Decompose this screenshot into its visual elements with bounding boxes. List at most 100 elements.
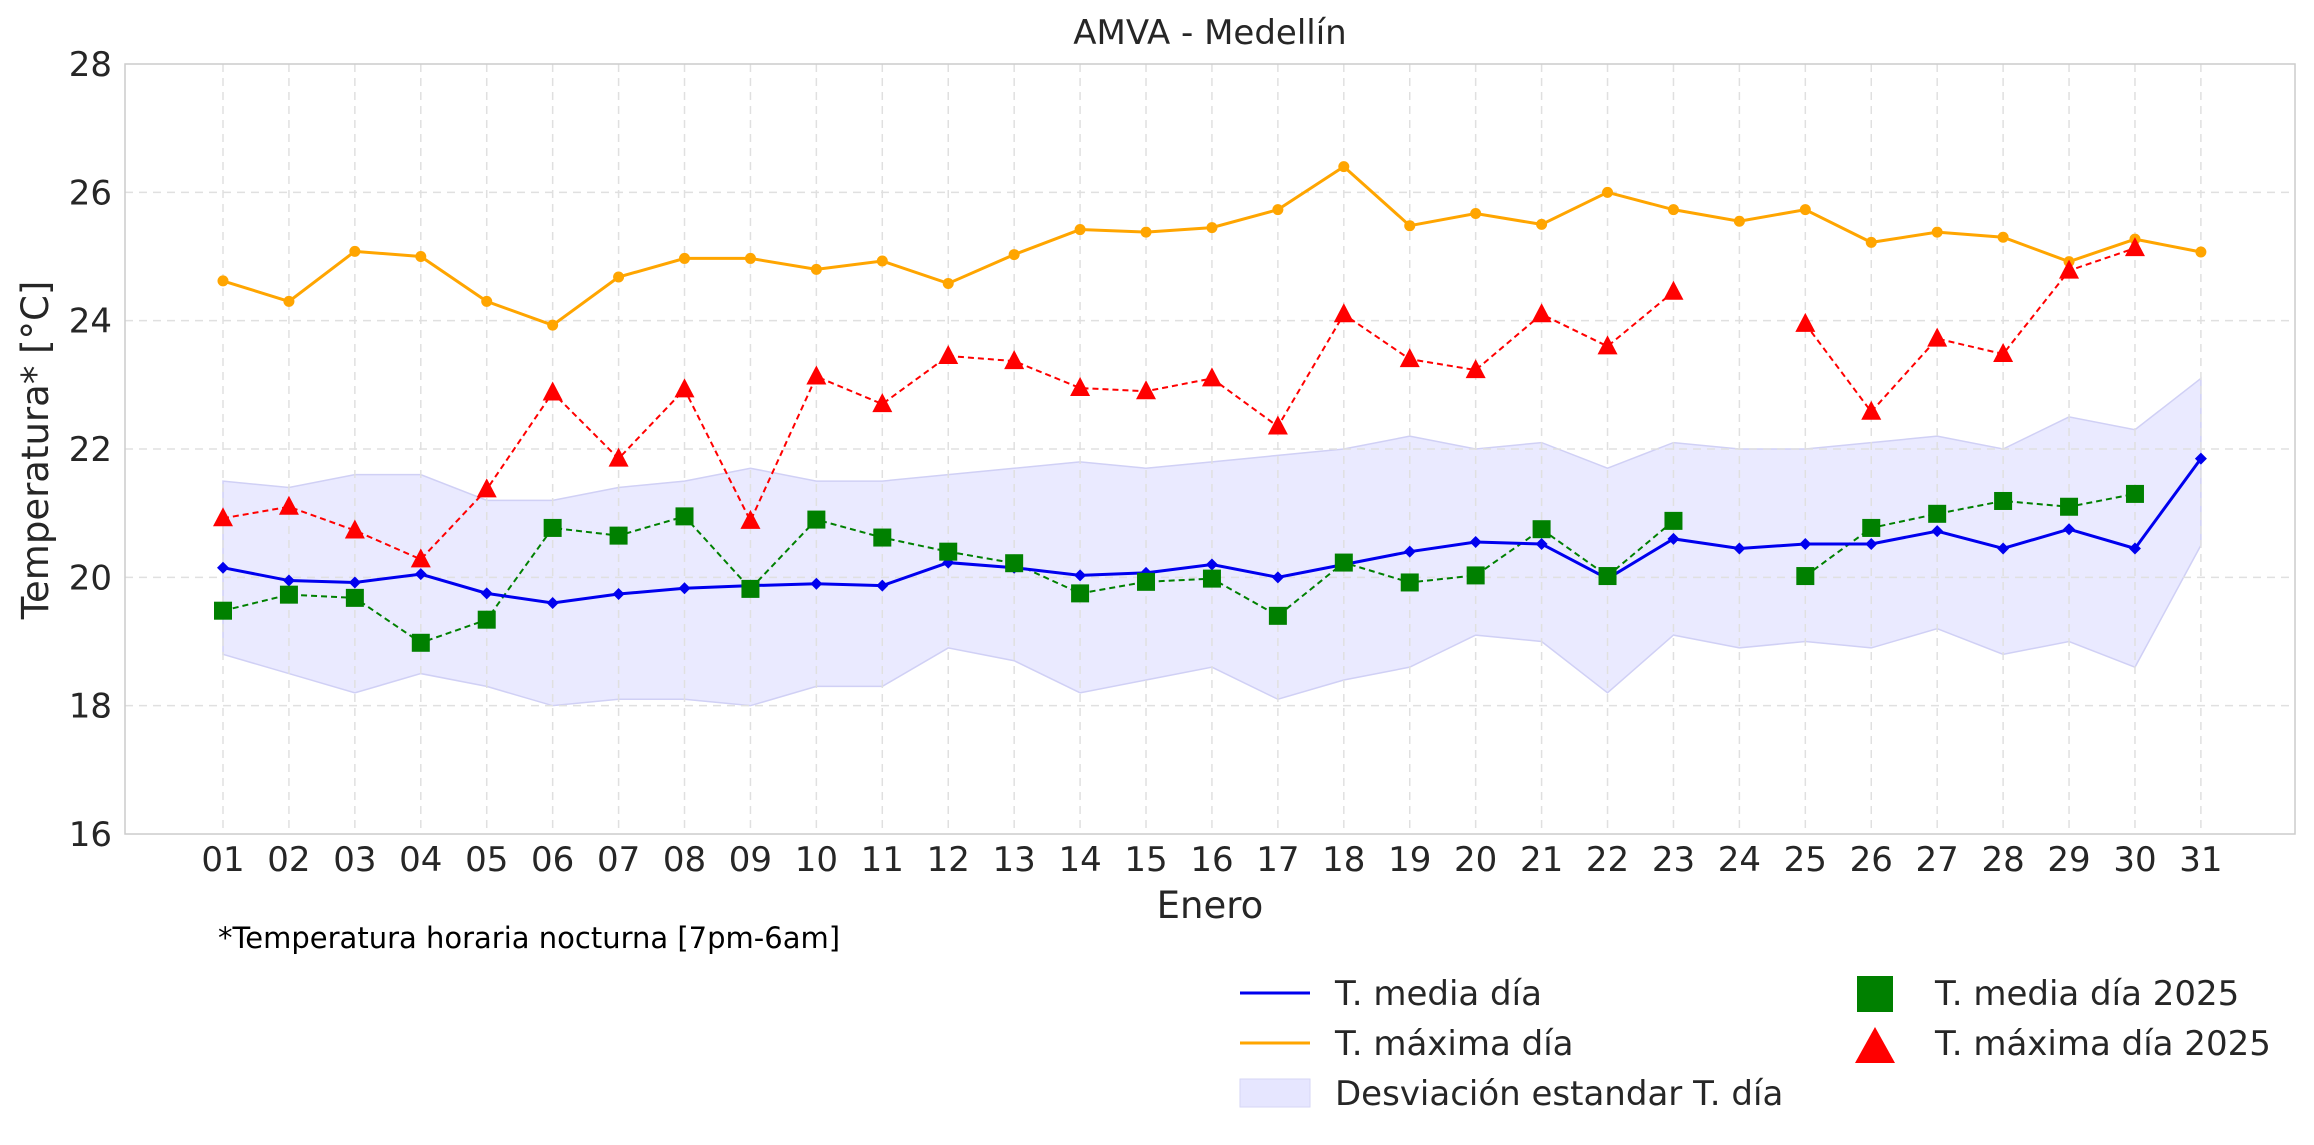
legend-label-media2025: T. media día 2025: [1934, 974, 2239, 1014]
media-point-14: [1074, 569, 1087, 582]
y-tick-label-20: 20: [69, 558, 112, 598]
chart-title: AMVA - Medellín: [1073, 13, 1346, 53]
x-tick-label-10: 10: [795, 840, 838, 880]
maxima2025-point-07: [608, 447, 629, 467]
media2025-point-21: [1532, 520, 1551, 539]
media2025-point-22: [1598, 567, 1617, 586]
media-point-19: [1403, 545, 1416, 558]
maxima2025-point-19: [1399, 348, 1420, 368]
maxima2025-point-06: [542, 381, 563, 401]
maxima2025-point-25: [1795, 312, 1816, 332]
x-tick-label-20: 20: [1454, 840, 1497, 880]
maxima2025-point-17: [1267, 415, 1288, 435]
maxima-point-08: [679, 252, 691, 264]
media2025-point-04: [411, 633, 430, 652]
grid-layer: [125, 64, 2295, 834]
y-axis-label: Temperatura* [°C]: [14, 281, 57, 621]
legend-swatch-media2025: [1857, 976, 1893, 1012]
media-point-30: [2128, 542, 2141, 555]
maxima-point-06: [547, 319, 559, 331]
maxima-point-02: [283, 295, 295, 307]
media2025-point-30: [2125, 484, 2144, 503]
x-tick-label-16: 16: [1190, 840, 1233, 880]
maxima-point-27: [1931, 226, 1943, 238]
x-tick-label-31: 31: [2179, 840, 2222, 880]
media2025-point-07: [609, 526, 628, 545]
maxima2025-point-30: [2124, 237, 2145, 257]
y-tick-label-24: 24: [69, 302, 112, 342]
maxima2025-point-01: [213, 507, 233, 527]
media-point-01: [217, 561, 229, 574]
media2025-point-10: [807, 510, 826, 529]
media2025-point-09: [741, 579, 760, 598]
legend-label-media: T. media día: [1334, 974, 1542, 1014]
x-tick-label-13: 13: [993, 840, 1036, 880]
x-tick-label-05: 05: [465, 840, 508, 880]
media2025-point-19: [1400, 573, 1419, 592]
maxima2025-point-23: [1663, 280, 1684, 300]
maxima2025-point-02: [278, 495, 299, 515]
media2025-point-15: [1137, 572, 1156, 591]
media2025-point-25: [1796, 567, 1815, 586]
media2025-point-06: [543, 518, 562, 537]
maxima-point-07: [613, 271, 625, 283]
media-point-04: [414, 568, 427, 581]
maxima2025-point-26: [1861, 400, 1882, 420]
media2025-point-27: [1928, 504, 1947, 523]
maxima-point-26: [1865, 236, 1877, 248]
maxima-point-14: [1074, 224, 1086, 236]
media-point-08: [678, 582, 691, 595]
media2025-line-1: [1804, 492, 2136, 577]
x-tick-label-04: 04: [399, 840, 442, 880]
x-tick-label-22: 22: [1586, 840, 1629, 880]
maxima-point-24: [1733, 215, 1745, 227]
maxima2025-point-05: [476, 478, 497, 498]
x-tick-label-24: 24: [1718, 840, 1761, 880]
media2025-point-16: [1202, 569, 1221, 588]
maxima-point-12: [942, 277, 954, 289]
maxima2025-point-18: [1333, 303, 1354, 323]
maxima-point-10: [810, 263, 822, 275]
x-tick-label-18: 18: [1322, 840, 1365, 880]
maxima2025-point-13: [1004, 350, 1025, 370]
maxima2025-line-1: [1804, 247, 2136, 414]
legend-label-maxima: T. máxima día: [1334, 1024, 1574, 1064]
y-tick-label-22: 22: [69, 430, 112, 470]
maxima-point-05: [481, 295, 493, 307]
media-point-31: [2194, 452, 2207, 465]
maxima2025-point-29: [2059, 259, 2080, 279]
media-point-27: [1931, 525, 1944, 538]
maxima-point-28: [1997, 231, 2009, 243]
media2025-point-01: [214, 601, 232, 620]
media-point-20: [1469, 536, 1482, 549]
maxima-point-25: [1799, 204, 1811, 216]
maxima2025-point-09: [740, 509, 761, 529]
x-tick-label-26: 26: [1850, 840, 1893, 880]
maxima2025-point-12: [938, 344, 959, 364]
axes-layer: 01 02 03 04 05 06 07 08 09 10 11 12 13 14 15 16 17 18 19 20…: [69, 45, 2296, 880]
x-tick-label-01: 01: [201, 840, 244, 880]
media2025-point-29: [2060, 497, 2079, 516]
media2025-point-14: [1071, 584, 1090, 603]
maxima-point-16: [1206, 222, 1218, 234]
media-point-02: [282, 574, 295, 587]
media2025-point-13: [1005, 554, 1024, 573]
maxima2025-point-15: [1136, 380, 1157, 400]
x-tick-label-06: 06: [531, 840, 574, 880]
y-tick-label-26: 26: [69, 173, 112, 213]
maxima2025-point-08: [674, 378, 695, 398]
maxima-point-18: [1338, 161, 1350, 173]
media2025-point-28: [1994, 491, 2013, 510]
x-tick-label-29: 29: [2047, 840, 2090, 880]
media-point-23: [1667, 532, 1680, 545]
maxima2025-point-10: [806, 365, 827, 385]
media2025-point-03: [345, 588, 364, 607]
maxima2025-point-03: [344, 519, 365, 539]
x-tick-label-12: 12: [927, 840, 970, 880]
x-tick-label-19: 19: [1388, 840, 1431, 880]
media-point-10: [810, 577, 823, 590]
maxima2025-point-21: [1531, 303, 1552, 323]
maxima2025-point-11: [872, 393, 893, 413]
